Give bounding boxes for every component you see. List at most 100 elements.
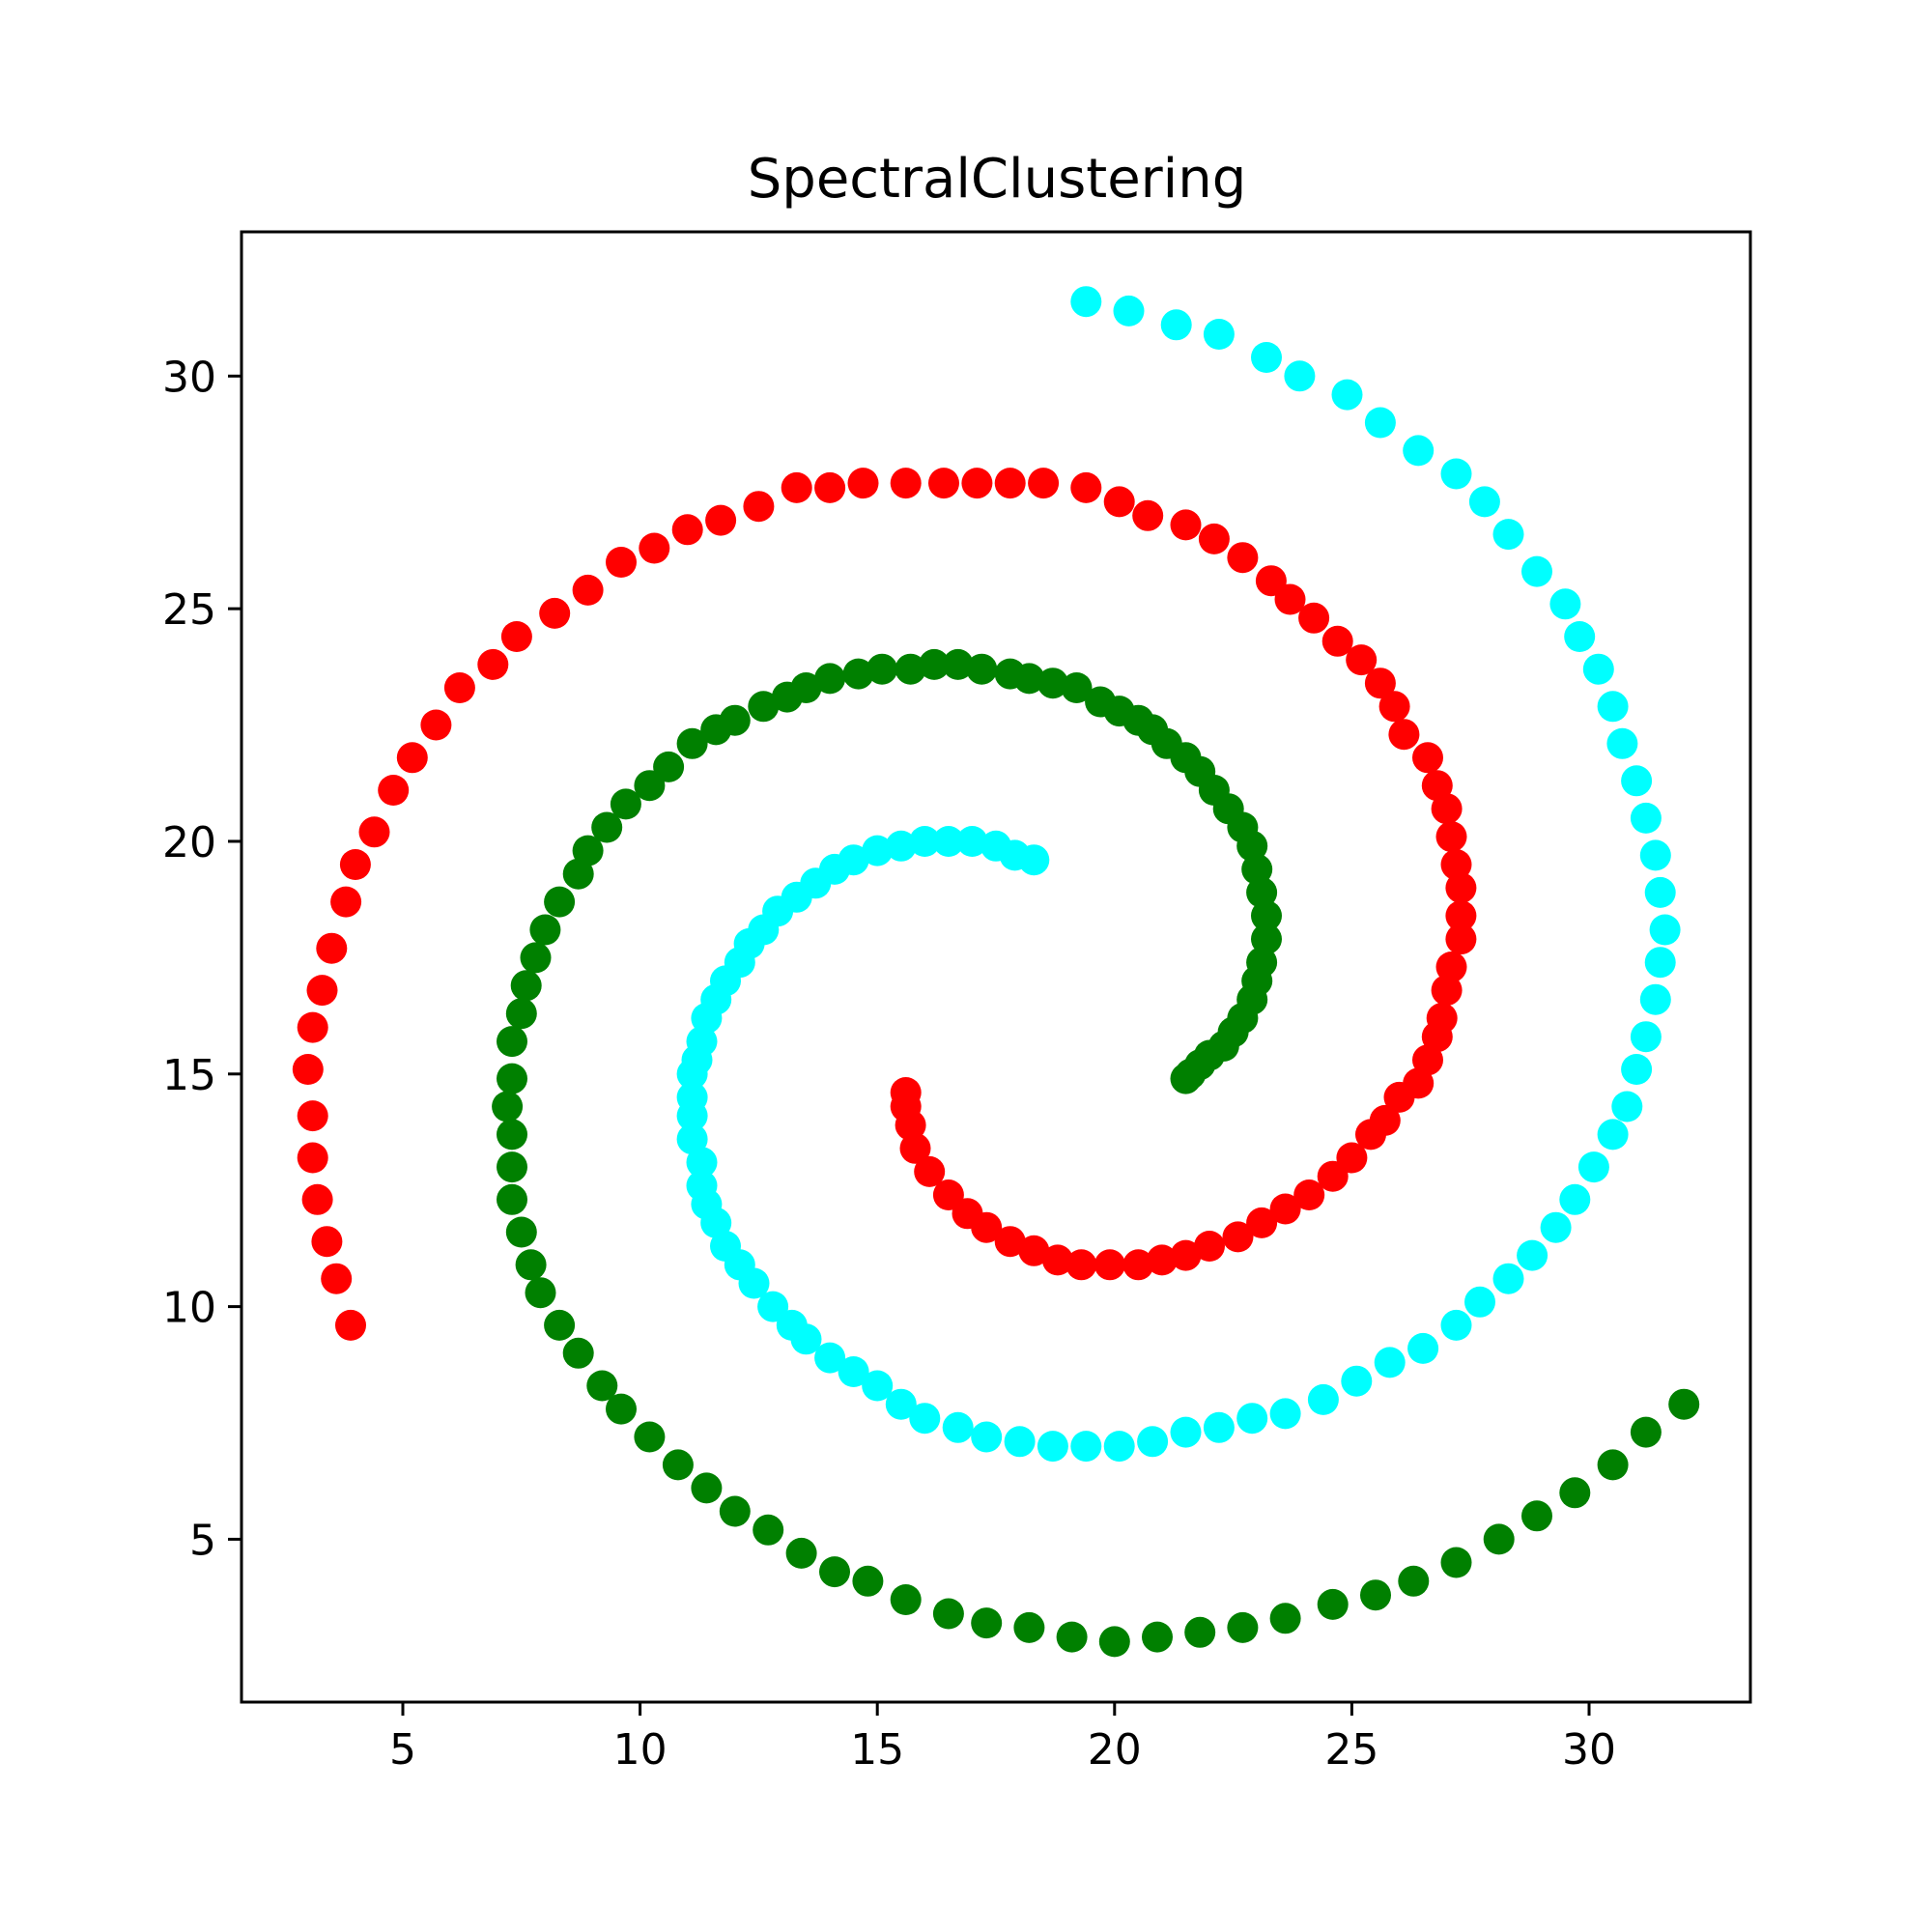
data-point-s2-55 [814, 1342, 846, 1374]
y-axis-ticks: 5 10 15 20 25 30 [162, 353, 242, 1565]
data-point-s0-44 [1346, 644, 1378, 676]
y-tick-label: 10 [162, 1284, 216, 1333]
data-point-s1-11 [1227, 1611, 1259, 1643]
x-tick-label: 20 [1088, 1725, 1142, 1775]
data-point-s0-7 [297, 1011, 328, 1043]
data-point-s0-35 [1103, 486, 1135, 518]
data-point-s2-14 [1564, 621, 1596, 652]
data-point-s2-40 [1269, 1398, 1301, 1430]
data-point-s0-14 [396, 742, 428, 774]
data-point-s1-66 [1013, 663, 1045, 695]
data-point-s1-46 [562, 858, 594, 890]
x-tick-label: 30 [1562, 1725, 1616, 1775]
data-point-s2-15 [1582, 653, 1614, 685]
data-point-s1-32 [525, 1277, 556, 1309]
data-point-s2-42 [1203, 1411, 1235, 1443]
data-point-s2-19 [1630, 802, 1662, 834]
data-point-s1-9 [1317, 1588, 1349, 1620]
data-point-s0-33 [1028, 468, 1060, 499]
data-point-s2-90 [1018, 844, 1050, 876]
data-point-s1-8 [1360, 1579, 1391, 1611]
data-point-s1-17 [971, 1607, 1003, 1639]
data-point-s0-0 [335, 1309, 366, 1341]
x-tick-label: 25 [1324, 1725, 1378, 1775]
data-point-s1-93 [1170, 1063, 1202, 1094]
data-point-s0-75 [1094, 1249, 1125, 1281]
data-point-s0-29 [890, 468, 922, 499]
data-point-s2-37 [1374, 1347, 1406, 1378]
data-point-s0-51 [1435, 821, 1467, 853]
data-point-s0-68 [1269, 1193, 1301, 1225]
data-point-s0-27 [814, 471, 846, 503]
data-point-s2-7 [1364, 407, 1396, 439]
data-point-s0-31 [961, 468, 993, 499]
data-point-s2-64 [686, 1170, 718, 1202]
data-point-s2-17 [1606, 727, 1638, 759]
data-point-s2-66 [676, 1123, 708, 1155]
data-point-s2-2 [1160, 309, 1192, 341]
data-point-s2-83 [862, 835, 894, 867]
data-point-s1-13 [1142, 1621, 1173, 1653]
data-point-s2-85 [909, 826, 941, 857]
data-point-s1-21 [819, 1556, 850, 1588]
data-point-s0-73 [1146, 1244, 1178, 1276]
data-point-s0-57 [1431, 975, 1463, 1007]
data-point-s0-71 [1194, 1231, 1225, 1262]
data-point-s2-30 [1559, 1183, 1591, 1215]
data-point-s0-70 [1222, 1221, 1254, 1253]
data-point-s1-18 [932, 1598, 964, 1630]
data-point-s1-30 [562, 1337, 594, 1369]
data-point-s2-53 [862, 1370, 894, 1402]
data-point-s2-45 [1103, 1431, 1135, 1463]
data-point-s2-18 [1621, 765, 1653, 797]
data-point-s1-16 [1013, 1611, 1045, 1643]
data-point-s1-28 [606, 1393, 637, 1425]
data-point-s1-3 [1559, 1477, 1591, 1509]
data-point-s0-40 [1255, 565, 1287, 597]
data-point-s1-5 [1483, 1523, 1515, 1555]
data-point-s2-12 [1521, 555, 1552, 587]
data-point-s2-3 [1203, 319, 1235, 350]
data-point-s2-50 [942, 1411, 974, 1443]
x-tick-label: 15 [850, 1725, 904, 1775]
data-point-s0-10 [330, 886, 362, 918]
data-point-s1-22 [785, 1537, 817, 1569]
data-point-s2-47 [1037, 1431, 1068, 1463]
data-point-s1-39 [497, 1063, 527, 1094]
data-point-s0-82 [932, 1179, 964, 1210]
data-point-s1-0 [1668, 1388, 1700, 1420]
data-point-s0-81 [952, 1198, 983, 1230]
data-point-s0-42 [1298, 602, 1330, 634]
data-point-s0-12 [358, 816, 390, 848]
data-point-s1-34 [505, 1216, 537, 1248]
data-point-s2-33 [1492, 1263, 1524, 1294]
y-tick-label: 25 [162, 585, 216, 635]
data-point-s1-24 [719, 1495, 751, 1527]
data-point-s2-84 [885, 830, 917, 862]
data-point-s0-15 [420, 709, 452, 741]
data-point-s2-31 [1540, 1211, 1572, 1243]
data-point-s0-24 [705, 504, 737, 536]
data-point-s0-64 [1355, 1119, 1386, 1151]
x-tick-label: 10 [613, 1725, 668, 1775]
data-point-s0-23 [671, 514, 703, 546]
y-tick-label: 15 [162, 1051, 216, 1100]
data-point-s1-51 [653, 751, 685, 782]
data-point-s0-36 [1132, 499, 1164, 531]
data-point-s2-16 [1597, 691, 1629, 723]
data-point-s0-49 [1421, 770, 1453, 802]
data-point-s0-56 [1435, 952, 1467, 982]
data-point-s0-83 [914, 1155, 946, 1187]
data-point-s2-54 [838, 1356, 869, 1387]
data-point-s0-30 [928, 468, 959, 499]
data-point-s0-45 [1364, 668, 1396, 699]
data-point-s1-7 [1398, 1565, 1430, 1597]
data-point-s2-29 [1577, 1151, 1609, 1183]
data-point-s1-52 [676, 727, 708, 759]
data-point-s0-54 [1445, 900, 1477, 931]
data-point-s0-69 [1246, 1207, 1278, 1238]
data-point-s1-2 [1597, 1449, 1629, 1481]
data-point-s0-65 [1336, 1142, 1368, 1174]
data-point-s2-82 [838, 844, 869, 876]
